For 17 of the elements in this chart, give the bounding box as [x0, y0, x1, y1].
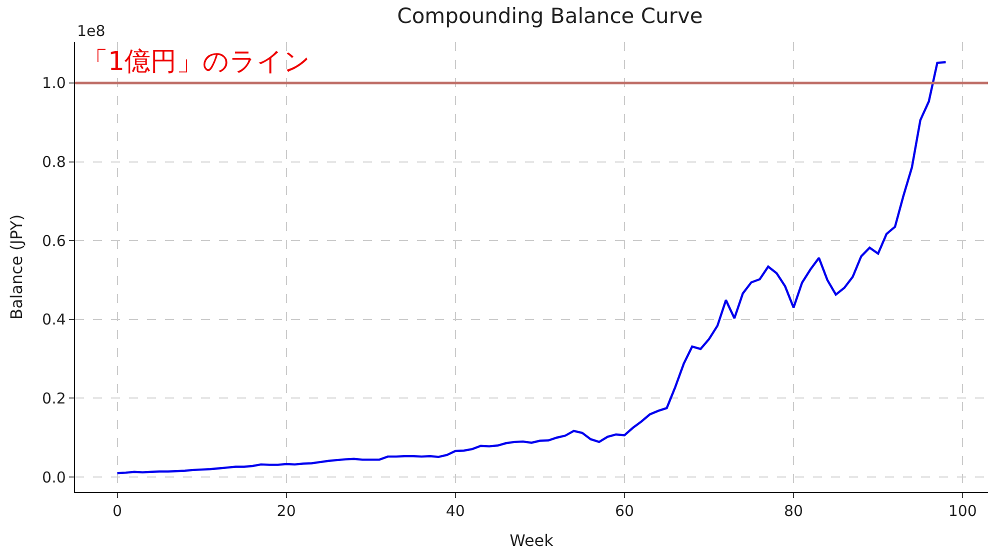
x-tick-label: 20	[276, 502, 296, 520]
x-tick-label: 80	[784, 502, 804, 520]
y-tick-label: 0.6	[42, 232, 66, 250]
text: 1e8	[77, 22, 106, 40]
y-tick-label: 1.0	[42, 74, 66, 92]
y-tick-label: 0.2	[42, 389, 66, 408]
x-axis-title: Week	[510, 530, 554, 550]
x-tick-label: 0	[112, 502, 122, 520]
x-tick-label: 100	[948, 502, 977, 520]
chart-title: Compounding Balance Curve	[397, 4, 703, 28]
y-tick-label: 0.8	[42, 153, 66, 172]
x-tick-label: 60	[614, 502, 634, 520]
ref-line-label: 「1億円」のライン	[82, 47, 311, 77]
y-axis-title: Balance (JPY)	[6, 214, 26, 320]
x-tick-label: 40	[446, 502, 465, 520]
y-tick-label: 0.4	[42, 310, 66, 329]
y-tick-label: 0.0	[42, 468, 66, 486]
